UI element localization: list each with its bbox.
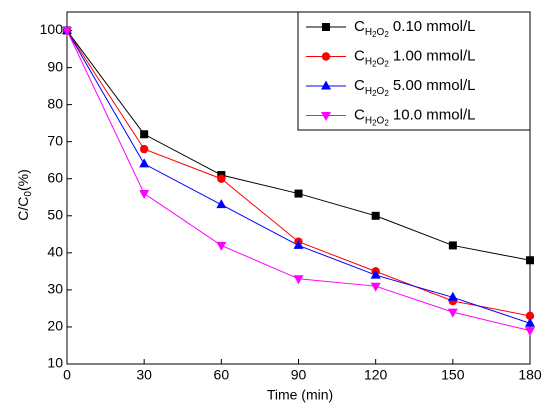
marker: [321, 112, 331, 121]
marker: [370, 269, 381, 279]
marker: [525, 311, 535, 321]
marker: [448, 241, 457, 250]
marker: [447, 291, 458, 301]
y-axis-label: C/C0(%): [15, 169, 34, 220]
y-tick-label: 100: [40, 21, 64, 37]
marker: [370, 282, 381, 292]
marker: [139, 144, 149, 154]
legend-label: CH2O2 0.10 mmol/L: [354, 18, 475, 39]
marker: [294, 189, 303, 198]
marker: [216, 241, 227, 251]
marker: [217, 174, 226, 183]
marker: [293, 239, 304, 249]
marker: [525, 317, 535, 327]
marker: [525, 327, 535, 337]
y-tick-label: 40: [47, 244, 63, 260]
marker: [139, 158, 150, 168]
marker: [321, 80, 331, 90]
x-tick-label: 30: [136, 367, 152, 383]
legend-label: CH2O2 1.00 mmol/L: [354, 47, 475, 68]
legend-label: CH2O2 10.0 mmol/L: [354, 106, 475, 127]
y-tick-label: 30: [47, 281, 63, 297]
x-tick-label: 150: [441, 367, 465, 383]
marker: [140, 130, 149, 139]
marker: [293, 275, 304, 285]
y-tick-label: 80: [47, 95, 63, 111]
marker: [322, 23, 330, 31]
y-tick-label: 70: [47, 132, 63, 148]
y-tick-label: 50: [47, 206, 63, 222]
legend-label: CH2O2 5.00 mmol/L: [354, 77, 475, 98]
y-tick-label: 20: [47, 318, 63, 334]
y-tick-label: 90: [47, 58, 63, 74]
x-tick-label: 120: [364, 367, 388, 383]
marker: [371, 211, 380, 220]
legend-box: [297, 11, 531, 131]
marker: [216, 199, 227, 209]
x-tick-label: 90: [291, 367, 307, 383]
x-tick-label: 0: [63, 367, 71, 383]
x-tick-label: 60: [214, 367, 230, 383]
marker: [139, 190, 150, 200]
marker: [447, 308, 458, 318]
x-tick-label: 180: [518, 367, 542, 383]
y-tick-label: 10: [47, 355, 63, 371]
marker: [321, 52, 331, 61]
marker: [62, 27, 72, 37]
y-tick-label: 60: [47, 169, 63, 185]
x-axis-label: Time (min): [267, 387, 333, 403]
marker: [526, 256, 534, 265]
